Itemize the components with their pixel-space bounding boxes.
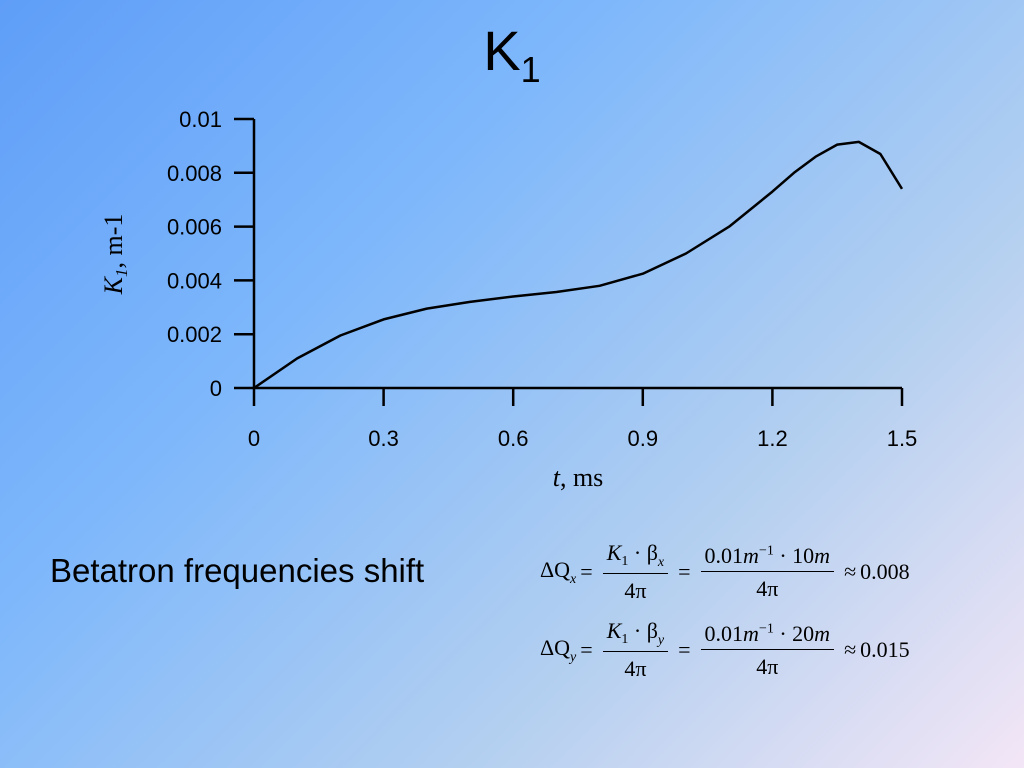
line-chart: 0 0.3 0.6 0.9 1.2 1.5 0 0.002 0.004 0.006 0.008 0.… <box>99 107 917 492</box>
eq-x-equals-2: = <box>678 559 691 584</box>
x-tick-label: 1.5 <box>887 426 918 451</box>
x-tick-label: 0.6 <box>498 426 529 451</box>
eq-y-approx: ≈ <box>844 637 857 662</box>
x-axis-ticks: 0 0.3 0.6 0.9 1.2 1.5 <box>248 388 917 451</box>
slide-title-subscript: 1 <box>520 49 541 90</box>
x-axis-title-var: t <box>553 463 561 492</box>
chart-axes <box>252 119 902 390</box>
eq-x-result: 0.008 <box>860 559 910 584</box>
delta-qx-equation: ΔQx = K1 · βx 4π = 0.01m−1 · 10m 4π ≈ 0.… <box>540 540 910 604</box>
y-axis-title-sub: 1 <box>112 269 131 278</box>
delta-qy-equation: ΔQy = K1 · βy 4π = 0.01m−1 · 20m 4π ≈ 0.… <box>540 618 910 682</box>
eq-x-fraction-1: K1 · βx 4π <box>602 540 669 604</box>
chart-series <box>253 140 904 390</box>
series-line-k1 <box>253 140 904 390</box>
y-axis-title-var: K <box>99 275 128 295</box>
slide-subtitle: Betatron frequencies shift <box>50 552 425 589</box>
x-tick-label: 1.2 <box>757 426 788 451</box>
eq-y-lhs: ΔQy <box>540 634 577 665</box>
eq-x-equals-1: = <box>580 559 593 584</box>
eq-y-equals-1: = <box>580 637 593 662</box>
x-axis-title-unit: , ms <box>560 463 603 492</box>
y-tick-label: 0.008 <box>167 161 222 186</box>
eq-x-approx: ≈ <box>844 559 857 584</box>
x-axis-title: t, ms <box>553 463 604 492</box>
x-tick-label: 0 <box>248 426 260 451</box>
eq-y-equals-2: = <box>678 637 691 662</box>
y-tick-label: 0 <box>210 376 222 401</box>
y-axis-title: K1, m-1 <box>99 214 131 296</box>
y-tick-label: 0.01 <box>179 107 222 132</box>
eq-x-lhs: ΔQx <box>540 556 577 587</box>
eq-y-fraction-2: 0.01m−1 · 20m 4π <box>700 621 835 680</box>
slide-title: K1 <box>0 18 1024 91</box>
slide-title-text: K <box>483 19 521 82</box>
y-tick-label: 0.004 <box>167 268 222 293</box>
y-tick-label: 0.002 <box>167 322 222 347</box>
eq-y-fraction-1: K1 · βy 4π <box>602 618 669 682</box>
y-axis-ticks: 0 0.002 0.004 0.006 0.008 0.01 <box>167 107 254 401</box>
x-tick-label: 0.3 <box>368 426 399 451</box>
y-tick-label: 0.006 <box>167 215 222 240</box>
y-axis-title-unit: , m-1 <box>99 214 128 269</box>
eq-y-result: 0.015 <box>860 637 910 662</box>
eq-x-fraction-2: 0.01m−1 · 10m 4π <box>700 543 835 602</box>
x-tick-label: 0.9 <box>628 426 659 451</box>
